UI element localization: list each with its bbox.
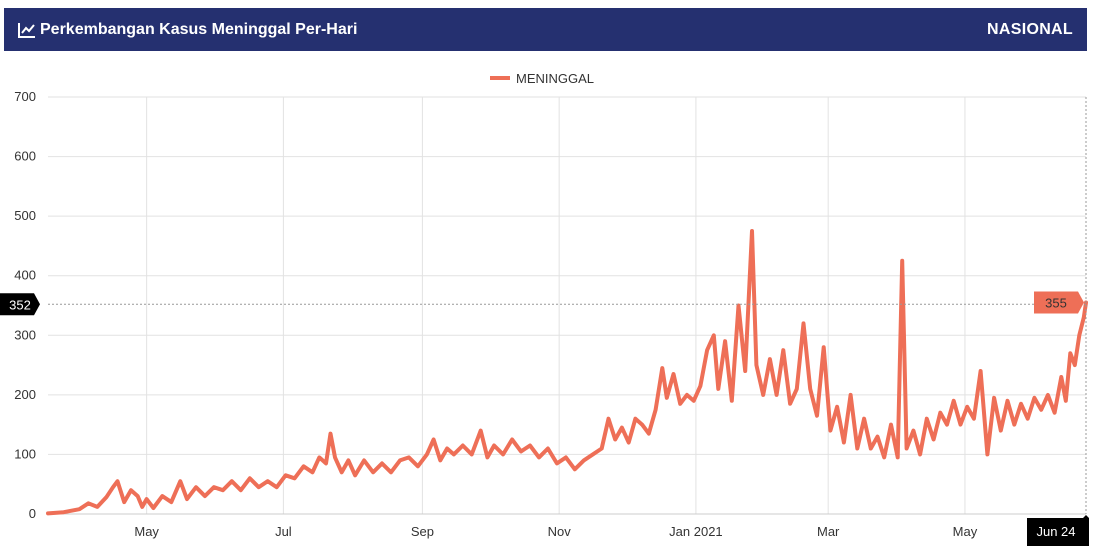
- line-chart-icon: [18, 22, 35, 38]
- death-cases-chart[interactable]: 0 100 200 300 400 500 600 700 May Jul Sep Nov Jan 20…: [0, 60, 1099, 558]
- scope-label[interactable]: NASIONAL: [987, 20, 1073, 38]
- crosshair-x-label: Jun 24: [1036, 524, 1075, 539]
- crosshair-y-label: 352: [9, 297, 31, 312]
- legend-swatch: [490, 76, 510, 80]
- series-meninggal[interactable]: [46, 229, 1088, 516]
- legend[interactable]: MENINGGAL: [490, 71, 594, 86]
- crosshair: 352 Jun 24 355: [0, 97, 1089, 546]
- x-tick-label: May: [134, 524, 159, 539]
- x-tick-label: May: [953, 524, 978, 539]
- crosshair-value-label: 355: [1045, 296, 1067, 311]
- series-line: [46, 229, 1088, 516]
- chart-header: Perkembangan Kasus Meninggal Per-Hari NA…: [4, 8, 1087, 51]
- x-tick-label: Jan 2021: [669, 524, 723, 539]
- x-tick-label: Sep: [411, 524, 434, 539]
- crosshair-x-label-box: [1027, 515, 1089, 546]
- y-tick-label: 600: [14, 149, 36, 164]
- x-tick-label: Mar: [817, 524, 840, 539]
- y-tick-label: 400: [14, 268, 36, 283]
- y-tick-label: 300: [14, 327, 36, 342]
- legend-label[interactable]: MENINGGAL: [516, 71, 594, 86]
- y-tick-label: 0: [29, 506, 36, 521]
- y-tick-label: 700: [14, 89, 36, 104]
- y-tick-label: 100: [14, 446, 36, 461]
- x-tick-label: Jul: [275, 524, 292, 539]
- y-tick-label: 500: [14, 208, 36, 223]
- crosshair-value-box: [1034, 291, 1084, 314]
- header-title-group: Perkembangan Kasus Meninggal Per-Hari: [18, 8, 357, 51]
- x-tick-label: Nov: [548, 524, 572, 539]
- grid: [48, 96, 1086, 515]
- axes: 0 100 200 300 400 500 600 700 May Jul Sep Nov Jan 20…: [14, 89, 1086, 539]
- chart-title: Perkembangan Kasus Meninggal Per-Hari: [40, 20, 358, 38]
- crosshair-y-label-box: [0, 293, 40, 316]
- y-tick-label: 200: [14, 387, 36, 402]
